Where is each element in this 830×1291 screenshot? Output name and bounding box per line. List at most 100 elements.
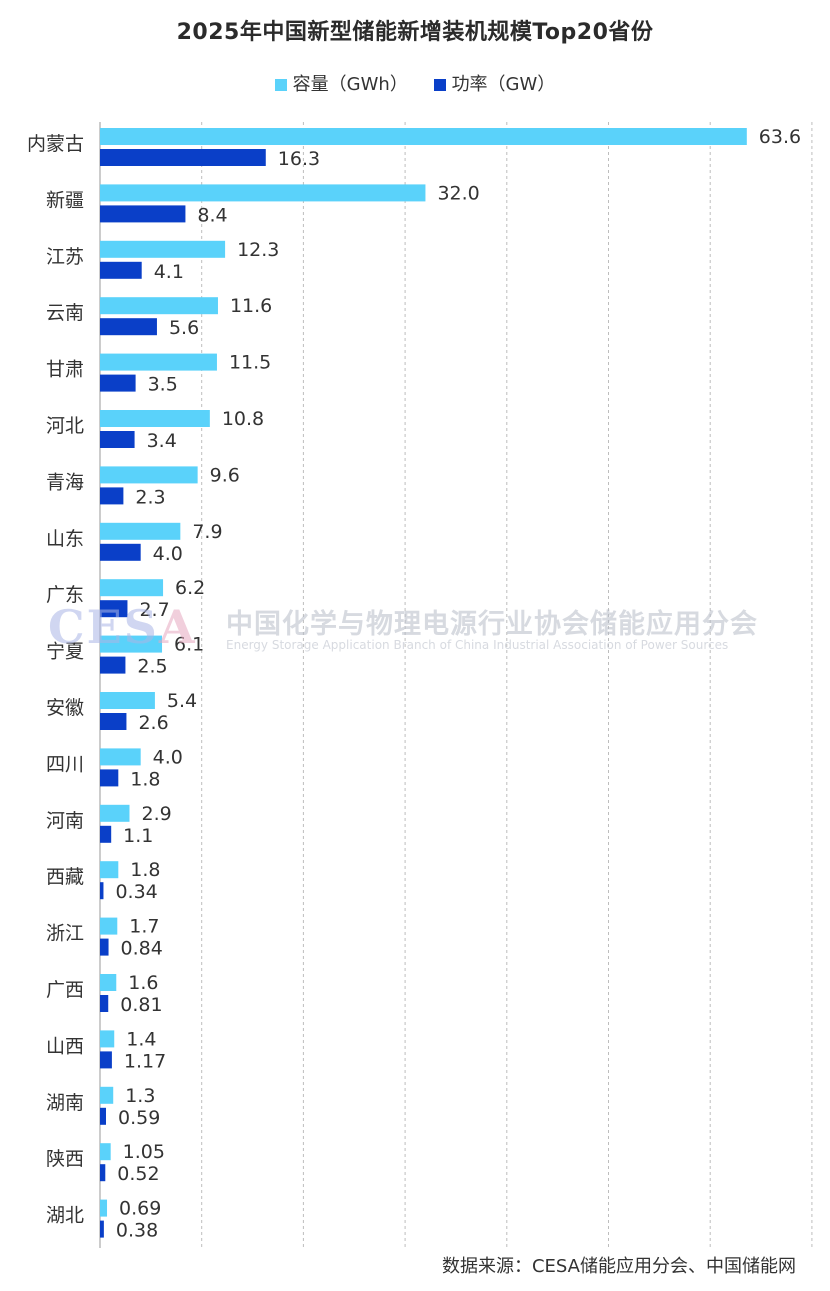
category-label: 新疆 [46,189,84,211]
legend-swatch-capacity [274,79,287,91]
data-label-power: 4.0 [153,543,183,565]
category-label: 湖北 [46,1205,84,1227]
data-label-power: 2.6 [138,712,168,734]
data-label-power: 1.1 [123,825,153,847]
category-label: 广西 [46,979,84,1001]
data-label-capacity: 0.69 [119,1198,161,1220]
data-label-capacity: 1.7 [129,916,159,938]
bar-capacity [100,128,747,145]
bar-power [100,825,112,843]
data-label-power: 0.34 [115,881,157,903]
legend-item-power: 功率（GW） [433,70,556,96]
bar-power [100,431,135,448]
category-label: 河北 [46,415,84,437]
category-label: 河南 [46,810,84,832]
bar-capacity [100,410,210,427]
data-label-capacity: 63.6 [759,126,801,148]
bar-capacity [100,297,218,315]
bar-capacity [100,522,181,540]
bar-power [100,769,119,787]
category-label: 内蒙古 [27,133,84,155]
legend-label-power: 功率（GW） [451,74,556,95]
category-label: 湖南 [46,1092,84,1114]
bar-capacity [100,748,141,766]
data-label-capacity: 1.6 [128,972,158,994]
category-label: 四川 [46,753,84,775]
data-label-capacity: 6.2 [175,577,205,599]
bar-capacity [100,184,426,202]
bar-power [100,149,266,166]
data-label-power: 1.8 [130,768,160,790]
data-label-power: 4.1 [154,261,184,283]
bar-power [100,713,127,730]
category-label: 浙江 [46,923,84,945]
data-label-capacity: 4.0 [153,746,183,768]
category-label: 安徽 [46,697,84,719]
bar-power [100,543,141,561]
data-label-power: 0.59 [118,1107,160,1129]
data-source-note: 数据来源：CESA储能应用分会、中国储能网 [441,1256,796,1277]
data-label-capacity: 1.4 [126,1028,156,1050]
data-label-power: 0.52 [117,1163,159,1185]
category-label: 甘肃 [46,359,84,381]
bar-power [100,882,104,900]
bar-capacity [100,1143,111,1161]
data-label-capacity: 10.8 [222,408,264,430]
category-label: 宁夏 [46,641,84,663]
chart-title: 2025年中国新型储能新增装机规模Top20省份 [176,20,654,45]
data-label-capacity: 5.4 [167,690,197,712]
bar-power [100,318,157,336]
category-label: 山西 [46,1035,84,1057]
data-label-power: 2.3 [135,486,165,508]
category-label: 陕西 [46,1148,84,1170]
category-label: 云南 [46,302,84,324]
data-label-power: 2.7 [139,599,169,621]
category-label: 青海 [46,471,84,493]
bar-power [100,656,126,674]
data-label-capacity: 2.9 [141,803,171,825]
data-label-capacity: 12.3 [237,239,279,261]
data-label-capacity: 32.0 [437,182,479,204]
bar-power [100,1051,112,1069]
bar-capacity [100,466,198,484]
bar-capacity [100,861,119,879]
data-label-capacity: 11.6 [230,295,272,317]
bar-capacity [100,1086,114,1104]
legend-item-capacity: 容量（GWh） [274,70,408,96]
data-label-power: 0.81 [120,994,162,1016]
data-label-power: 8.4 [197,204,227,226]
data-label-capacity: 6.1 [174,634,204,656]
category-label: 西藏 [46,866,84,888]
data-label-capacity: 9.6 [210,464,240,486]
category-label: 山东 [46,528,84,550]
data-label-power: 3.5 [148,374,178,396]
bar-power [100,487,124,505]
data-label-power: 0.84 [121,938,163,960]
data-label-power: 5.6 [169,317,199,339]
bar-power [100,600,128,618]
bar-power [100,995,109,1012]
data-label-power: 16.3 [278,148,320,170]
category-label: 江苏 [46,246,84,268]
bar-power [100,374,136,392]
bar-capacity [100,635,163,653]
data-label-capacity: 1.05 [123,1141,165,1163]
legend-swatch-power [433,79,446,91]
data-label-power: 2.5 [137,656,167,678]
bar-power [100,205,186,223]
bar-capacity [100,353,217,371]
category-label: 广东 [46,584,84,606]
legend-label-capacity: 容量（GWh） [292,74,408,95]
bar-capacity [100,579,164,597]
bar-capacity [100,804,130,822]
bar-power [100,1164,106,1182]
data-label-capacity: 11.5 [229,352,271,374]
data-label-power: 1.17 [124,1050,166,1072]
bar-capacity [100,240,226,258]
data-label-power: 0.38 [116,1220,158,1242]
bar-capacity [100,917,118,935]
data-label-capacity: 7.9 [192,521,222,543]
data-label-capacity: 1.8 [130,859,160,881]
bar-capacity [100,692,155,709]
